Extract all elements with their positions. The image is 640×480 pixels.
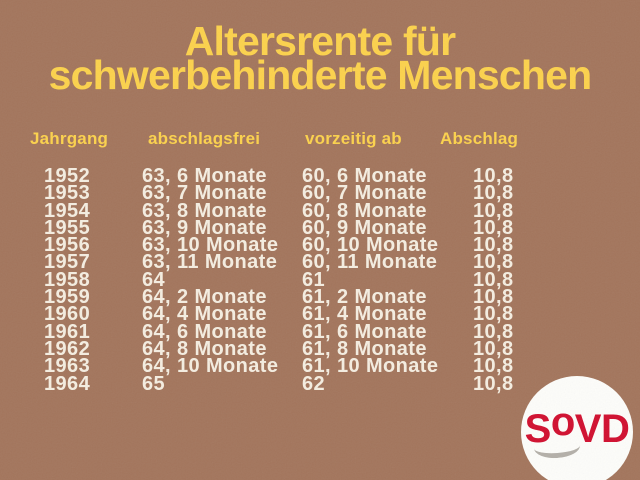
column-header-abschlagsfrei: abschlagsfrei [148, 129, 261, 148]
sovd-logo-letters-vd: VD [574, 407, 630, 451]
column-header-vorzeitig-ab: vorzeitig ab [305, 129, 402, 148]
page-title: Altersrente für schwerbehinderte Mensche… [0, 21, 640, 98]
page-title-line2: schwerbehinderte Menschen [48, 52, 593, 98]
cell-abschlagsfrei: 65 [142, 372, 166, 395]
cell-jahrgang: 1964 [44, 372, 91, 395]
table-body: 1952 63, 6 Monate 60, 6 Monate 10,8 1953… [0, 166, 640, 395]
column-header-jahrgang: Jahrgang [30, 129, 109, 148]
table-header-row: Jahrgang abschlagsfrei vorzeitig ab Absc… [0, 130, 640, 148]
cell-vorzeitig-ab: 62 [302, 372, 326, 395]
cell-abschlag: 10,8 [473, 372, 514, 395]
column-header-abschlag: Abschlag [440, 129, 519, 148]
sovd-logo: S o VD [521, 376, 633, 480]
